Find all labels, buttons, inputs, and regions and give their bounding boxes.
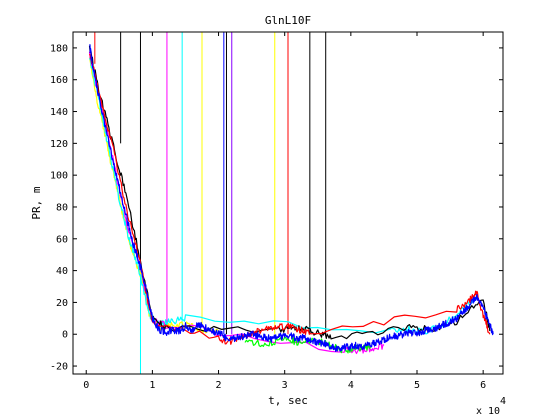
axes-box <box>72 31 504 375</box>
x-exponent-power: 4 <box>500 396 506 407</box>
vertical-markers <box>94 32 327 374</box>
y-tick-label: 140 <box>50 107 68 118</box>
chart-title: GlnL10F <box>265 14 311 27</box>
x-tick-label: 0 <box>83 380 89 391</box>
x-tick-label: 4 <box>348 380 354 391</box>
x-tick-label: 1 <box>149 380 155 391</box>
y-tick-label: 0 <box>62 330 68 341</box>
x-axis-ticks: 0 1 2 3 4 5 6 <box>83 32 486 391</box>
x-tick-label: 6 <box>480 380 486 391</box>
data-series <box>88 44 494 355</box>
y-tick-label: 180 <box>50 43 68 54</box>
series-line <box>88 51 385 355</box>
y-tick-label: 80 <box>56 202 68 213</box>
y-tick-label: 120 <box>50 139 68 150</box>
y-tick-label: 60 <box>56 234 68 245</box>
x-tick-label: 2 <box>216 380 222 391</box>
x-tick-label: 3 <box>282 380 288 391</box>
y-tick-label: -20 <box>50 362 68 373</box>
x-exponent-base: x 10 <box>476 406 500 417</box>
x-axis-label: t, sec <box>268 394 308 407</box>
y-tick-label: 100 <box>50 171 68 182</box>
x-tick-label: 5 <box>414 380 420 391</box>
series-line <box>88 44 494 352</box>
series-line <box>88 53 491 345</box>
y-tick-label: 20 <box>56 298 68 309</box>
series-line <box>88 45 491 340</box>
y-tick-label: 40 <box>56 266 68 277</box>
y-axis-ticks: -20 0 20 40 60 80 100 120 140 160 180 <box>50 43 503 373</box>
y-axis-label: PR, m <box>30 186 43 219</box>
series-line <box>88 57 219 335</box>
y-tick-label: 160 <box>50 75 68 86</box>
